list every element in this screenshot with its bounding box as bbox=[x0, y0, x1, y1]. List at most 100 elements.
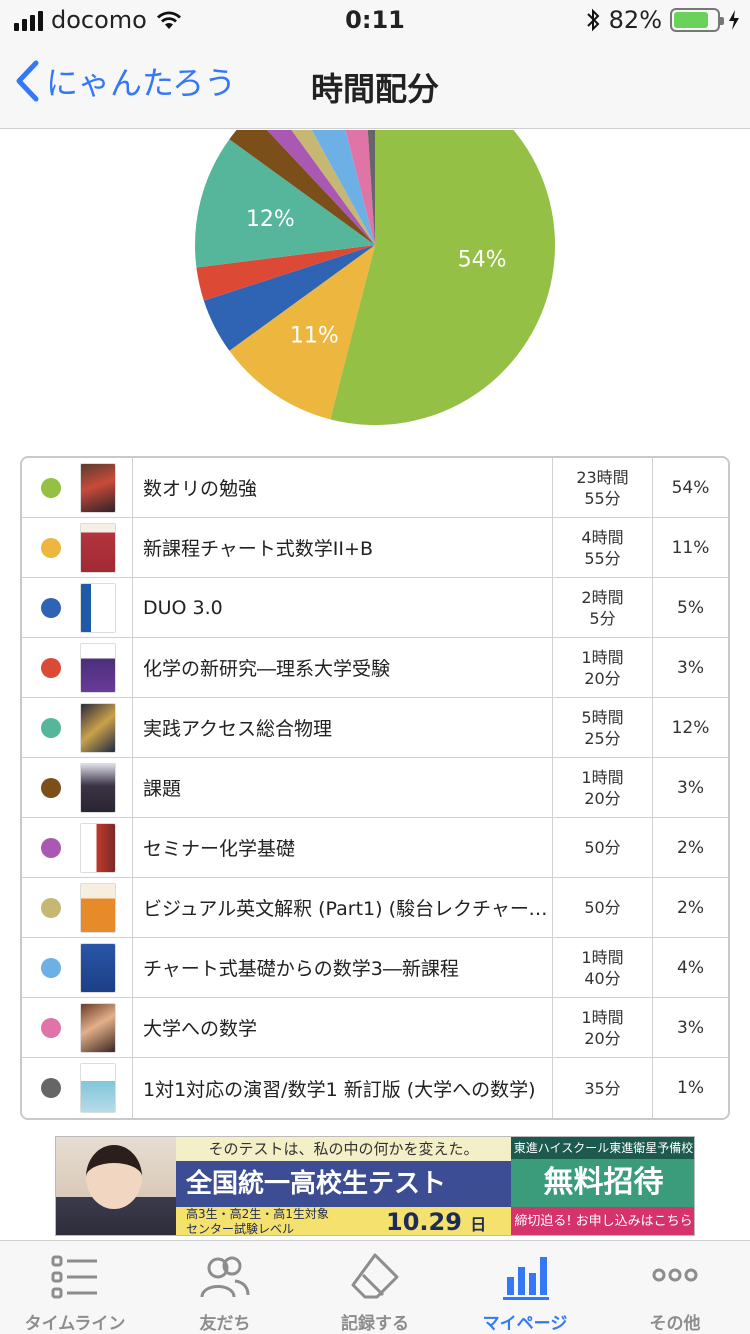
color-cell bbox=[22, 998, 80, 1057]
pie-slice bbox=[195, 139, 375, 268]
tab-more[interactable]: その他 bbox=[600, 1241, 750, 1334]
cover-cell bbox=[80, 458, 132, 517]
table-row[interactable]: セミナー化学基礎 50分 2% bbox=[22, 818, 728, 878]
table-row[interactable]: 新課程チャート式数学II+B 4時間 55分 11% bbox=[22, 518, 728, 578]
study-time-minutes: 20分 bbox=[584, 1028, 621, 1048]
percentage: 3% bbox=[652, 998, 728, 1057]
ad-headline: 全国統一高校生テスト bbox=[176, 1161, 511, 1207]
book-cover-image bbox=[80, 942, 116, 993]
book-cover-image bbox=[80, 1063, 116, 1113]
study-time: 1時間 40分 bbox=[552, 938, 652, 997]
percentage: 1% bbox=[652, 1058, 728, 1118]
ad-offer: 無料招待 bbox=[511, 1159, 694, 1207]
table-row[interactable]: 1対1対応の演習/数学1 新訂版 (大学への数学) 35分 1% bbox=[22, 1058, 728, 1118]
color-cell bbox=[22, 698, 80, 757]
pie-slice bbox=[203, 245, 375, 351]
battery-percentage: 82% bbox=[608, 6, 662, 34]
cover-cell bbox=[80, 638, 132, 697]
book-cover-image bbox=[80, 882, 116, 933]
study-time: 4時間 55分 bbox=[552, 518, 652, 577]
ad-banner[interactable]: そのテストは、私の中の何かを変えた。 全国統一高校生テスト 高3生・高2生・高1… bbox=[55, 1136, 695, 1236]
material-title: 数オリの勉強 bbox=[132, 458, 552, 517]
cover-cell bbox=[80, 698, 132, 757]
percentage: 12% bbox=[652, 698, 728, 757]
tab-mypage[interactable]: マイページ bbox=[450, 1241, 600, 1334]
study-time-minutes: 55分 bbox=[584, 548, 621, 568]
study-time-minutes: 20分 bbox=[584, 668, 621, 688]
material-title: 実践アクセス総合物理 bbox=[132, 698, 552, 757]
study-time-hours: 1時間 bbox=[581, 767, 624, 787]
pie-slice-label: 11% bbox=[290, 323, 339, 348]
legend-dot bbox=[41, 537, 61, 558]
more-icon bbox=[652, 1268, 698, 1282]
ad-date-value: 10.29 bbox=[386, 1208, 462, 1236]
cover-cell bbox=[80, 998, 132, 1057]
study-time-minutes: 35分 bbox=[584, 1078, 621, 1098]
pie-chart: 54% 11% 12% bbox=[195, 130, 555, 425]
legend-dot bbox=[41, 657, 61, 678]
ad-subtext: 高3生・高2生・高1生対象 センター試験レベル 10.29 日 bbox=[176, 1207, 511, 1236]
pie-slice-label: 54% bbox=[458, 248, 507, 273]
book-cover-image bbox=[80, 1002, 116, 1053]
table-row[interactable]: DUO 3.0 2時間 5分 5% bbox=[22, 578, 728, 638]
bar-chart-icon bbox=[503, 1257, 549, 1300]
pie-slice bbox=[330, 130, 555, 425]
ad-cta[interactable]: 締切迫る! お申し込みはこちら bbox=[511, 1207, 694, 1235]
study-time-hours: 1時間 bbox=[581, 1007, 624, 1027]
material-title: 課題 bbox=[132, 758, 552, 817]
ad-sub-line-1: 高3生・高2生・高1生対象 bbox=[186, 1207, 329, 1221]
percentage: 3% bbox=[652, 638, 728, 697]
tab-record[interactable]: 記録する bbox=[300, 1241, 450, 1334]
material-title-text: セミナー化学基礎 bbox=[143, 838, 296, 860]
color-cell bbox=[22, 638, 80, 697]
material-title: チャート式基礎からの数学3―新課程 bbox=[132, 938, 552, 997]
pie-slice bbox=[229, 130, 375, 245]
table-row[interactable]: 課題 1時間 20分 3% bbox=[22, 758, 728, 818]
percentage: 5% bbox=[652, 578, 728, 637]
study-time-minutes: 50分 bbox=[584, 898, 621, 917]
battery-icon bbox=[670, 8, 724, 32]
table-row[interactable]: ビジュアル英文解釈 (Part1) (駿台レクチャーシリーズ) 50分 2% bbox=[22, 878, 728, 938]
study-time-hours: 4時間 bbox=[581, 527, 624, 547]
table-row[interactable]: チャート式基礎からの数学3―新課程 1時間 40分 4% bbox=[22, 938, 728, 998]
color-cell bbox=[22, 1058, 80, 1118]
tab-timeline[interactable]: タイムライン bbox=[0, 1241, 150, 1334]
material-title: 1対1対応の演習/数学1 新訂版 (大学への数学) bbox=[132, 1058, 552, 1118]
pie-slice bbox=[345, 130, 375, 245]
tab-friends[interactable]: 友だち bbox=[150, 1241, 300, 1334]
study-time: 50分 bbox=[552, 818, 652, 877]
charging-icon bbox=[729, 10, 739, 30]
list-icon bbox=[51, 1255, 97, 1299]
study-time-hours: 23時間 bbox=[576, 467, 629, 487]
study-time: 23時間 55分 bbox=[552, 458, 652, 517]
back-button[interactable]: にゃんたろう bbox=[14, 58, 236, 104]
material-title: セミナー化学基礎 bbox=[132, 818, 552, 877]
ad-cta-deadline: 締切迫る! bbox=[514, 1214, 572, 1229]
signal-icon bbox=[14, 9, 43, 31]
legend-dot bbox=[41, 477, 61, 498]
time-allocation-table: 数オリの勉強 23時間 55分 54% 新課程チャート式数学II+B 4時間 55分 11% D… bbox=[20, 456, 730, 1120]
color-cell bbox=[22, 578, 80, 637]
pie-slice bbox=[367, 130, 375, 245]
book-cover-image bbox=[80, 702, 116, 753]
status-bar: docomo 0:11 82% bbox=[0, 0, 750, 40]
chevron-left-icon bbox=[16, 60, 39, 102]
cover-cell bbox=[80, 758, 132, 817]
table-row[interactable]: 化学の新研究―理系大学受験 1時間 20分 3% bbox=[22, 638, 728, 698]
table-row[interactable]: 数オリの勉強 23時間 55分 54% bbox=[22, 458, 728, 518]
table-row[interactable]: 大学への数学 1時間 20分 3% bbox=[22, 998, 728, 1058]
status-left: docomo bbox=[14, 6, 183, 34]
tab-label: 記録する bbox=[341, 1314, 409, 1334]
material-title: 新課程チャート式数学II+B bbox=[132, 518, 552, 577]
book-cover-image bbox=[80, 762, 116, 813]
study-time-minutes: 5分 bbox=[589, 608, 616, 628]
table-row[interactable]: 実践アクセス総合物理 5時間 25分 12% bbox=[22, 698, 728, 758]
wifi-icon bbox=[156, 11, 181, 29]
material-title-text: 1対1対応の演習/数学1 新訂版 (大学への数学) bbox=[143, 1078, 536, 1101]
cover-cell bbox=[80, 878, 132, 937]
cover-cell bbox=[80, 818, 132, 877]
percentage: 11% bbox=[652, 518, 728, 577]
material-title: 大学への数学 bbox=[132, 998, 552, 1057]
status-right: 82% bbox=[585, 6, 740, 34]
pie-slice bbox=[291, 130, 375, 245]
